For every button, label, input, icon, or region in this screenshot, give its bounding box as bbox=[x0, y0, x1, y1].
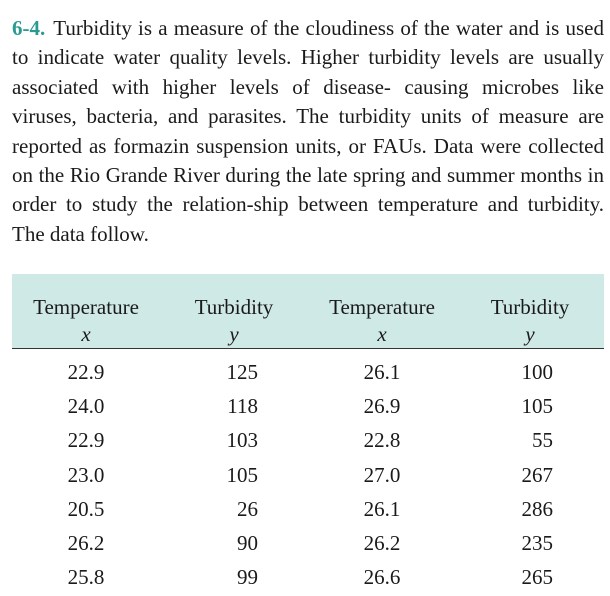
table-cell: 267 bbox=[521, 462, 554, 487]
data-table: Temperature Turbidity Temperature Turbid… bbox=[12, 274, 604, 595]
table-cell: 26.2 bbox=[363, 531, 401, 556]
table-cell: 26.1 bbox=[363, 359, 401, 384]
table-cell: 105 bbox=[226, 462, 259, 487]
table-cell: 103 bbox=[226, 428, 259, 453]
table-row: 22.9 103 22.8 55 bbox=[12, 424, 604, 458]
table-cell: 265 bbox=[521, 565, 554, 590]
table-cell: 20.5 bbox=[67, 496, 105, 521]
table-variable-row: x y x y bbox=[12, 322, 604, 349]
table-cell: 22.9 bbox=[67, 428, 105, 453]
table-cell: 286 bbox=[521, 496, 554, 521]
problem-text: Turbidity is a measure of the cloudiness… bbox=[12, 16, 604, 246]
variable-y-1: y bbox=[160, 322, 308, 349]
table-row: 22.9 125 26.1 100 bbox=[12, 349, 604, 390]
table-cell: 125 bbox=[226, 359, 259, 384]
column-header-temperature-2: Temperature bbox=[308, 274, 456, 322]
table-cell: 26.1 bbox=[363, 496, 401, 521]
table-cell: 235 bbox=[521, 531, 554, 556]
table-cell: 100 bbox=[521, 359, 554, 384]
table-cell: 26 bbox=[237, 496, 258, 521]
table-cell: 118 bbox=[227, 393, 258, 418]
table-cell: 22.8 bbox=[363, 428, 401, 453]
table-cell: 26.6 bbox=[363, 565, 401, 590]
problem-number: 6-4. bbox=[12, 16, 46, 40]
table-cell: 22.9 bbox=[67, 359, 105, 384]
column-header-turbidity-1: Turbidity bbox=[160, 274, 308, 322]
table-cell: 24.0 bbox=[67, 393, 105, 418]
table-cell: 105 bbox=[521, 393, 554, 418]
table-body: 22.9 125 26.1 100 24.0 118 26.9 105 22.9 103 22.8 5… bbox=[12, 349, 604, 596]
table-cell: 90 bbox=[237, 531, 258, 556]
variable-x-1: x bbox=[12, 322, 160, 349]
variable-x-2: x bbox=[308, 322, 456, 349]
table-cell: 23.0 bbox=[67, 462, 105, 487]
table-cell: 26.9 bbox=[363, 393, 401, 418]
table-row: 26.2 90 26.2 235 bbox=[12, 526, 604, 560]
table-cell: 26.2 bbox=[67, 531, 105, 556]
table-cell: 55 bbox=[532, 428, 553, 453]
table-row: 20.5 26 26.1 286 bbox=[12, 492, 604, 526]
table-cell: 27.0 bbox=[363, 462, 401, 487]
table-row: 23.0 105 27.0 267 bbox=[12, 458, 604, 492]
table-header-row: Temperature Turbidity Temperature Turbid… bbox=[12, 274, 604, 322]
table-row: 25.8 99 26.6 265 bbox=[12, 561, 604, 595]
column-header-temperature-1: Temperature bbox=[12, 274, 160, 322]
column-header-turbidity-2: Turbidity bbox=[456, 274, 604, 322]
table-row: 24.0 118 26.9 105 bbox=[12, 389, 604, 423]
variable-y-2: y bbox=[456, 322, 604, 349]
table-cell: 99 bbox=[237, 565, 258, 590]
problem-statement: 6-4. Turbidity is a measure of the cloudi… bbox=[12, 14, 604, 249]
table-cell: 25.8 bbox=[67, 565, 105, 590]
